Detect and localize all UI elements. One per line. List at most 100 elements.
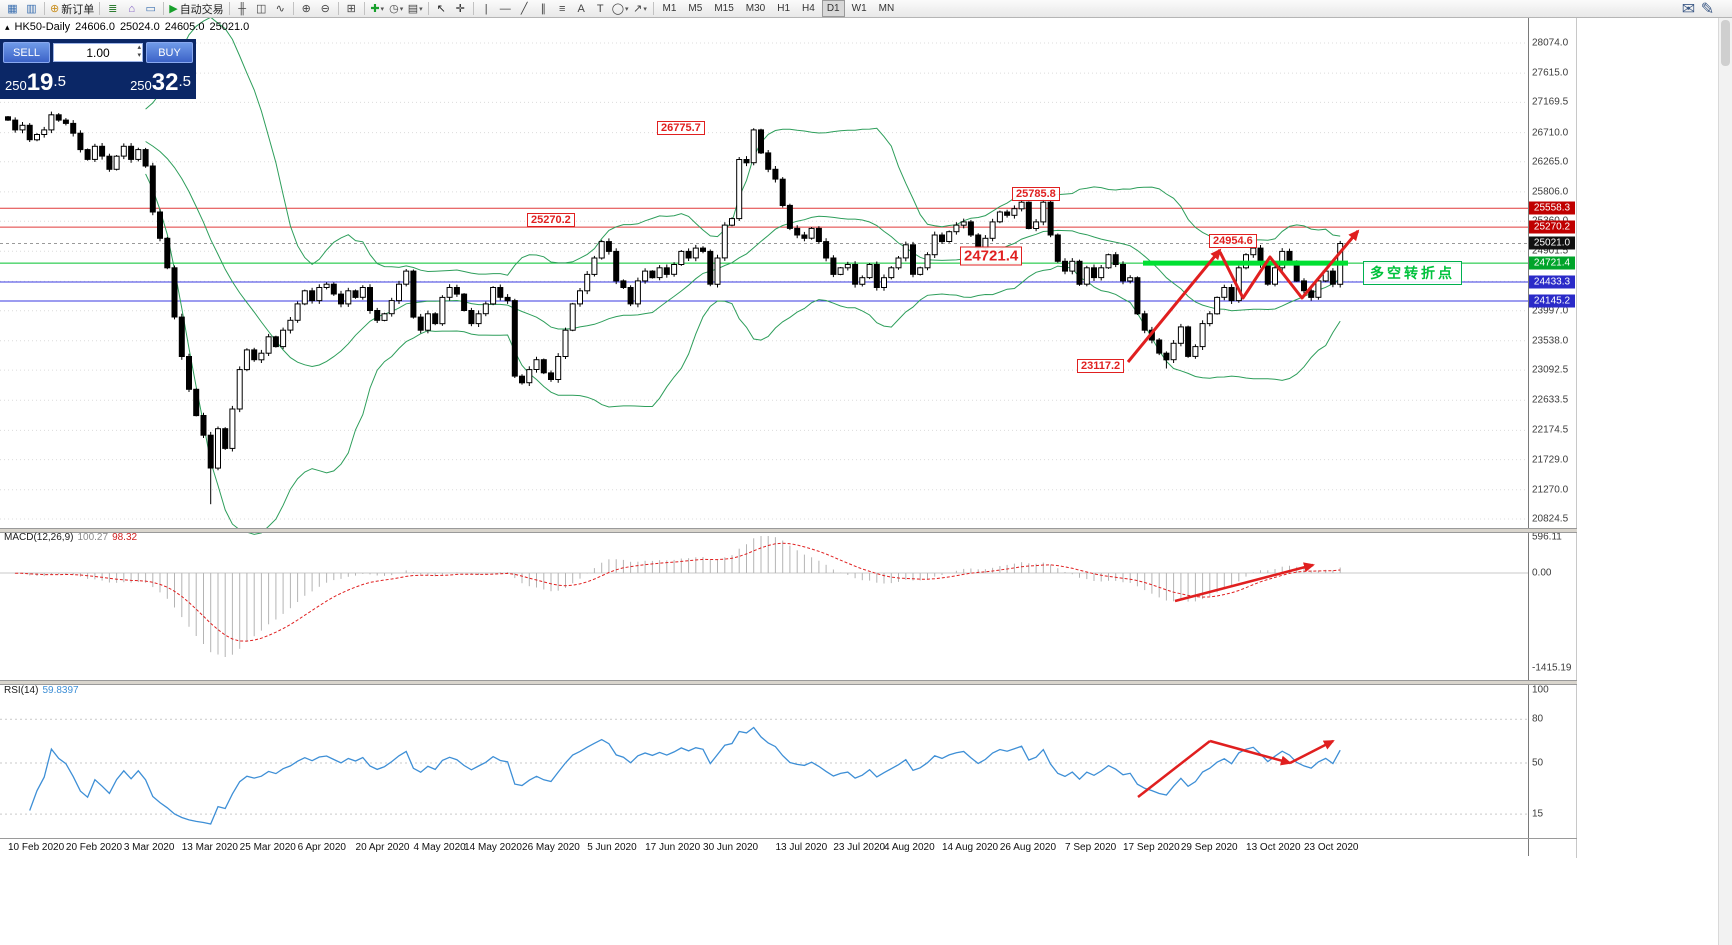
volume-input[interactable] xyxy=(54,44,142,61)
date-axis-label[interactable]: 29 Sep 2020 xyxy=(1180,842,1238,853)
date-axis-label[interactable]: 30 Jun 2020 xyxy=(703,842,759,853)
price-annotation[interactable]: 23117.2 xyxy=(1077,359,1125,373)
shapes-icon[interactable]: ◯ ▾ xyxy=(610,1,631,17)
timeframe-mn-button[interactable]: MN xyxy=(878,3,895,14)
ohlc-bars-icon[interactable]: ╫ xyxy=(233,1,252,17)
candlesticks-icon[interactable]: ◫ xyxy=(252,1,271,17)
templates-icon-caret[interactable]: ▾ xyxy=(419,5,423,13)
price-axis-label[interactable]: 26710.0 xyxy=(1532,127,1569,139)
timeframe-h1-button[interactable]: H1 xyxy=(777,3,791,14)
chart-profiles-icon[interactable]: ▥ xyxy=(22,1,41,17)
date-axis-label[interactable]: 10 Feb 2020 xyxy=(8,842,65,853)
scrollbar-thumb[interactable] xyxy=(1721,20,1730,66)
note-annotation[interactable]: 多空转折点 xyxy=(1363,261,1462,285)
vertical-line-icon[interactable]: | xyxy=(477,1,496,17)
date-axis-label[interactable]: 13 Oct 2020 xyxy=(1246,842,1301,853)
tile-windows-icon[interactable]: ⊞ xyxy=(342,1,361,17)
timeframe-m1-button[interactable]: M1 xyxy=(662,3,677,14)
vertical-scrollbar[interactable] xyxy=(1718,18,1732,945)
price-axis-label[interactable]: 23092.5 xyxy=(1532,364,1569,376)
price-axis-label[interactable]: 20824.5 xyxy=(1532,513,1569,525)
date-axis-label[interactable]: 17 Sep 2020 xyxy=(1122,842,1180,853)
price-annotation[interactable]: 26775.7 xyxy=(657,121,705,135)
new-order-button[interactable]: ⊕ 新订单 xyxy=(48,1,96,17)
arrows-icon-caret[interactable]: ▾ xyxy=(643,5,647,13)
label-icon[interactable]: T xyxy=(591,1,610,17)
channel-icon[interactable]: ∥ xyxy=(534,1,553,17)
date-axis-label[interactable]: 20 Feb 2020 xyxy=(65,842,123,853)
trendline-icon[interactable]: ╱ xyxy=(515,1,534,17)
templates-icon[interactable]: ▤ ▾ xyxy=(406,1,425,17)
horizontal-line-icon[interactable]: ― xyxy=(496,1,515,17)
date-axis-label[interactable]: 7 Sep 2020 xyxy=(1065,842,1117,853)
price-axis-label[interactable]: 25806.0 xyxy=(1532,186,1569,198)
volume-down-button[interactable]: ▾ xyxy=(137,52,141,59)
date-axis-label[interactable]: 4 Aug 2020 xyxy=(884,842,935,853)
shapes-icon-caret[interactable]: ▾ xyxy=(625,5,629,13)
date-axis-label[interactable]: 23 Jul 2020 xyxy=(833,842,886,853)
timeframes-clock-icon-caret[interactable]: ▾ xyxy=(399,5,404,13)
price-annotation[interactable]: 25270.2 xyxy=(527,213,575,227)
timeframe-d1-button[interactable]: D1 xyxy=(821,0,845,17)
edit-icon[interactable]: ✎ xyxy=(1700,0,1715,18)
cursor-icon[interactable]: ↖ xyxy=(432,1,451,17)
timeframe-w1-button[interactable]: W1 xyxy=(851,3,867,14)
fibonacci-icon[interactable]: ≡ xyxy=(553,1,572,17)
indicators-icon[interactable]: ✚ ▾ xyxy=(368,1,387,17)
zoom-in-icon[interactable]: ⊕ xyxy=(297,1,316,17)
volume-field[interactable]: ▴ ▾ xyxy=(53,43,143,62)
date-axis-label[interactable]: 3 Mar 2020 xyxy=(123,842,175,853)
sell-button[interactable]: SELL xyxy=(3,42,50,63)
sell-price[interactable]: 25019.5 xyxy=(5,71,66,95)
price-axis-border[interactable] xyxy=(1528,18,1529,856)
date-axis-label[interactable]: 26 May 2020 xyxy=(522,842,580,853)
price-annotation[interactable]: 24721.4 xyxy=(960,246,1023,266)
date-axis-label[interactable]: 17 Jun 2020 xyxy=(645,842,701,853)
date-axis-label[interactable]: 5 Jun 2020 xyxy=(587,842,637,853)
notification-icon[interactable]: ✉ xyxy=(1681,0,1696,18)
arrows-icon[interactable]: ↗ ▾ xyxy=(631,1,650,17)
market-watch-icon[interactable]: ≣ xyxy=(103,1,122,17)
price-annotation[interactable]: 25785.8 xyxy=(1012,187,1060,201)
date-axis-label[interactable]: 23 Oct 2020 xyxy=(1303,842,1359,853)
chart-canvas[interactable] xyxy=(0,18,1577,856)
indicators-icon-caret[interactable]: ▾ xyxy=(380,5,385,13)
text-icon[interactable]: A xyxy=(572,1,591,17)
price-axis-label[interactable]: 26265.0 xyxy=(1532,156,1569,168)
timeframe-h4-button[interactable]: H4 xyxy=(802,3,815,14)
price-axis-label[interactable]: 27615.0 xyxy=(1532,67,1569,79)
terminal-icon[interactable]: ▭ xyxy=(141,1,160,17)
timeframes-clock-icon[interactable]: ◷ ▾ xyxy=(387,1,406,17)
navigator-icon[interactable]: ⌂ xyxy=(122,1,141,17)
price-axis-label[interactable]: 23997.0 xyxy=(1532,305,1569,317)
date-axis-label[interactable]: 14 May 2020 xyxy=(464,842,522,853)
buy-price[interactable]: 25032.5 xyxy=(130,71,191,95)
rsi-pane-separator[interactable] xyxy=(0,680,1577,685)
line-chart-icon[interactable]: ∿ xyxy=(271,1,290,17)
date-axis-label[interactable]: 26 Aug 2020 xyxy=(999,842,1057,853)
macd-pane-separator[interactable] xyxy=(0,528,1577,533)
price-axis-label[interactable]: 22633.5 xyxy=(1532,394,1569,406)
zoom-out-icon[interactable]: ⊖ xyxy=(316,1,335,17)
date-axis-label[interactable]: 13 Mar 2020 xyxy=(181,842,238,853)
price-axis-label[interactable]: 24901.5 xyxy=(1532,245,1569,257)
price-axis-label[interactable]: 28074.0 xyxy=(1532,37,1569,49)
timeframe-m5-button[interactable]: M5 xyxy=(688,3,703,14)
price-axis-label[interactable]: 22174.5 xyxy=(1532,424,1569,436)
crosshair-icon[interactable]: ✛ xyxy=(451,1,470,17)
timeframe-m30-button[interactable]: M30 xyxy=(745,3,766,14)
volume-up-button[interactable]: ▴ xyxy=(137,44,141,51)
auto-trading-button[interactable]: ▶ 自动交易 xyxy=(167,1,225,17)
date-axis-label[interactable]: 13 Jul 2020 xyxy=(775,842,828,853)
price-axis-label[interactable]: 21729.0 xyxy=(1532,454,1569,466)
date-axis-label[interactable]: 6 Apr 2020 xyxy=(297,842,346,853)
buy-button[interactable]: BUY xyxy=(146,42,193,63)
date-axis-label[interactable]: 4 May 2020 xyxy=(413,842,466,853)
date-axis-label[interactable]: 20 Apr 2020 xyxy=(355,842,410,853)
timeframe-m15-button[interactable]: M15 xyxy=(714,3,734,14)
price-axis-label[interactable]: 23538.0 xyxy=(1532,335,1569,347)
new-chart-icon[interactable]: ▦ xyxy=(3,1,22,17)
date-axis-label[interactable]: 14 Aug 2020 xyxy=(941,842,999,853)
price-axis-label[interactable]: 21270.0 xyxy=(1532,484,1569,496)
price-annotation[interactable]: 24954.6 xyxy=(1209,234,1257,248)
